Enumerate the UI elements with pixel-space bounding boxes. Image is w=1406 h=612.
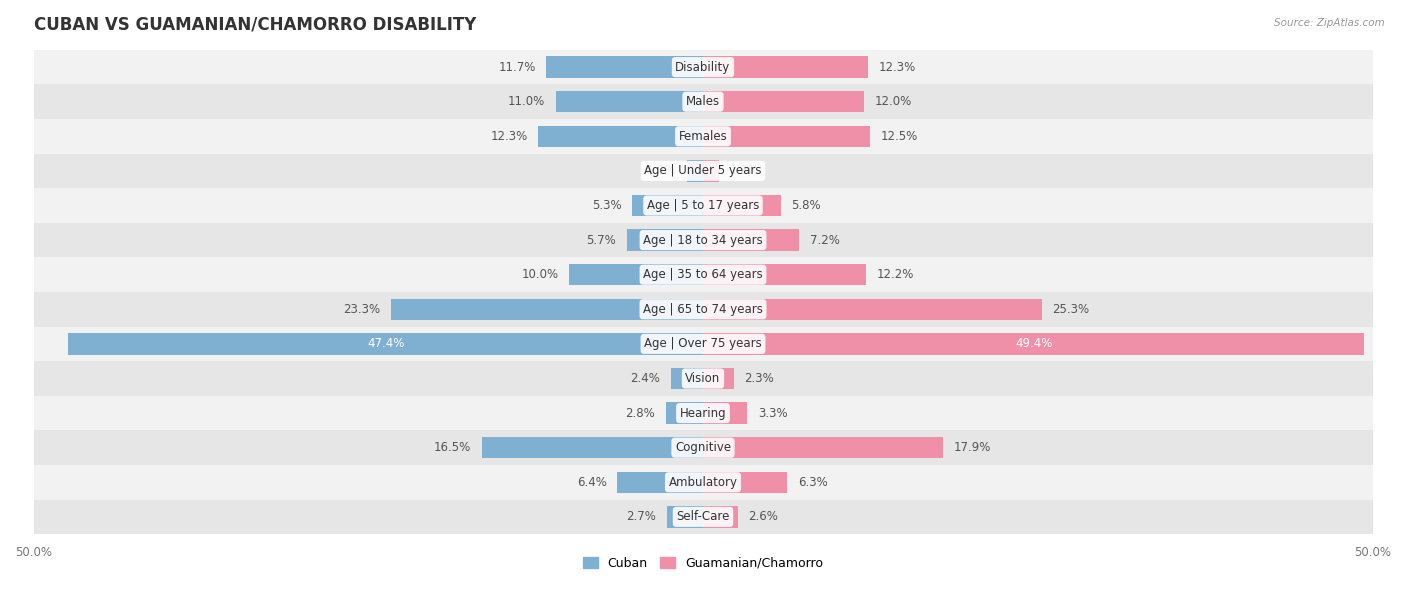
Text: Females: Females — [679, 130, 727, 143]
Text: 5.7%: 5.7% — [586, 234, 616, 247]
Text: 6.4%: 6.4% — [576, 476, 606, 489]
Bar — [703, 125, 870, 147]
Bar — [703, 471, 787, 493]
Bar — [703, 506, 738, 528]
Text: 1.2%: 1.2% — [730, 165, 759, 177]
Bar — [34, 154, 1372, 188]
Bar — [703, 264, 866, 285]
Text: 5.8%: 5.8% — [792, 199, 821, 212]
Text: 16.5%: 16.5% — [434, 441, 471, 454]
Bar — [666, 506, 703, 528]
Bar — [34, 396, 1372, 430]
Text: 12.2%: 12.2% — [877, 268, 914, 281]
Text: Age | Over 75 years: Age | Over 75 years — [644, 337, 762, 351]
Bar — [538, 125, 703, 147]
Bar — [703, 56, 868, 78]
Bar — [688, 160, 703, 182]
Text: 2.3%: 2.3% — [745, 372, 775, 385]
Text: 12.0%: 12.0% — [875, 95, 911, 108]
Text: 2.4%: 2.4% — [630, 372, 661, 385]
Bar — [34, 499, 1372, 534]
Text: Cognitive: Cognitive — [675, 441, 731, 454]
Text: Source: ZipAtlas.com: Source: ZipAtlas.com — [1274, 18, 1385, 28]
Text: Males: Males — [686, 95, 720, 108]
Bar — [34, 327, 1372, 361]
Text: 12.3%: 12.3% — [491, 130, 527, 143]
Bar — [547, 56, 703, 78]
Text: Age | Under 5 years: Age | Under 5 years — [644, 165, 762, 177]
Bar — [703, 402, 747, 424]
Text: 2.7%: 2.7% — [626, 510, 657, 523]
Text: 3.3%: 3.3% — [758, 406, 787, 420]
Text: 17.9%: 17.9% — [953, 441, 991, 454]
Text: Self-Care: Self-Care — [676, 510, 730, 523]
Text: Age | 5 to 17 years: Age | 5 to 17 years — [647, 199, 759, 212]
Bar — [34, 188, 1372, 223]
Bar — [34, 223, 1372, 258]
Text: 1.2%: 1.2% — [647, 165, 676, 177]
Bar — [703, 437, 942, 458]
Text: Hearing: Hearing — [679, 406, 727, 420]
Bar — [703, 230, 800, 251]
Text: 2.8%: 2.8% — [626, 406, 655, 420]
Bar — [34, 361, 1372, 396]
Text: Vision: Vision — [685, 372, 721, 385]
Bar — [665, 402, 703, 424]
Text: Disability: Disability — [675, 61, 731, 73]
Text: 25.3%: 25.3% — [1053, 303, 1090, 316]
Text: 2.6%: 2.6% — [748, 510, 779, 523]
Bar — [482, 437, 703, 458]
Bar — [703, 333, 1364, 354]
Bar — [34, 50, 1372, 84]
Bar — [391, 299, 703, 320]
Text: 47.4%: 47.4% — [367, 337, 405, 351]
Text: 49.4%: 49.4% — [1015, 337, 1053, 351]
Text: 5.3%: 5.3% — [592, 199, 621, 212]
Text: Age | 18 to 34 years: Age | 18 to 34 years — [643, 234, 763, 247]
Text: 23.3%: 23.3% — [343, 303, 380, 316]
Bar — [703, 368, 734, 389]
Bar — [627, 230, 703, 251]
Bar — [671, 368, 703, 389]
Text: 11.0%: 11.0% — [508, 95, 546, 108]
Bar — [555, 91, 703, 113]
Bar — [34, 465, 1372, 499]
Text: Age | 65 to 74 years: Age | 65 to 74 years — [643, 303, 763, 316]
Text: 10.0%: 10.0% — [522, 268, 558, 281]
Legend: Cuban, Guamanian/Chamorro: Cuban, Guamanian/Chamorro — [578, 551, 828, 575]
Bar — [34, 84, 1372, 119]
Bar — [633, 195, 703, 216]
Text: 6.3%: 6.3% — [799, 476, 828, 489]
Bar — [34, 430, 1372, 465]
Bar — [703, 195, 780, 216]
Bar — [34, 119, 1372, 154]
Bar — [703, 160, 718, 182]
Bar — [34, 292, 1372, 327]
Text: CUBAN VS GUAMANIAN/CHAMORRO DISABILITY: CUBAN VS GUAMANIAN/CHAMORRO DISABILITY — [34, 15, 475, 33]
Text: 11.7%: 11.7% — [498, 61, 536, 73]
Text: Ambulatory: Ambulatory — [668, 476, 738, 489]
Bar — [69, 333, 703, 354]
Text: 12.3%: 12.3% — [879, 61, 915, 73]
Bar — [703, 299, 1042, 320]
Bar — [569, 264, 703, 285]
Bar — [617, 471, 703, 493]
Text: 12.5%: 12.5% — [882, 130, 918, 143]
Text: Age | 35 to 64 years: Age | 35 to 64 years — [643, 268, 763, 281]
Bar — [34, 258, 1372, 292]
Text: 7.2%: 7.2% — [810, 234, 839, 247]
Bar — [703, 91, 863, 113]
